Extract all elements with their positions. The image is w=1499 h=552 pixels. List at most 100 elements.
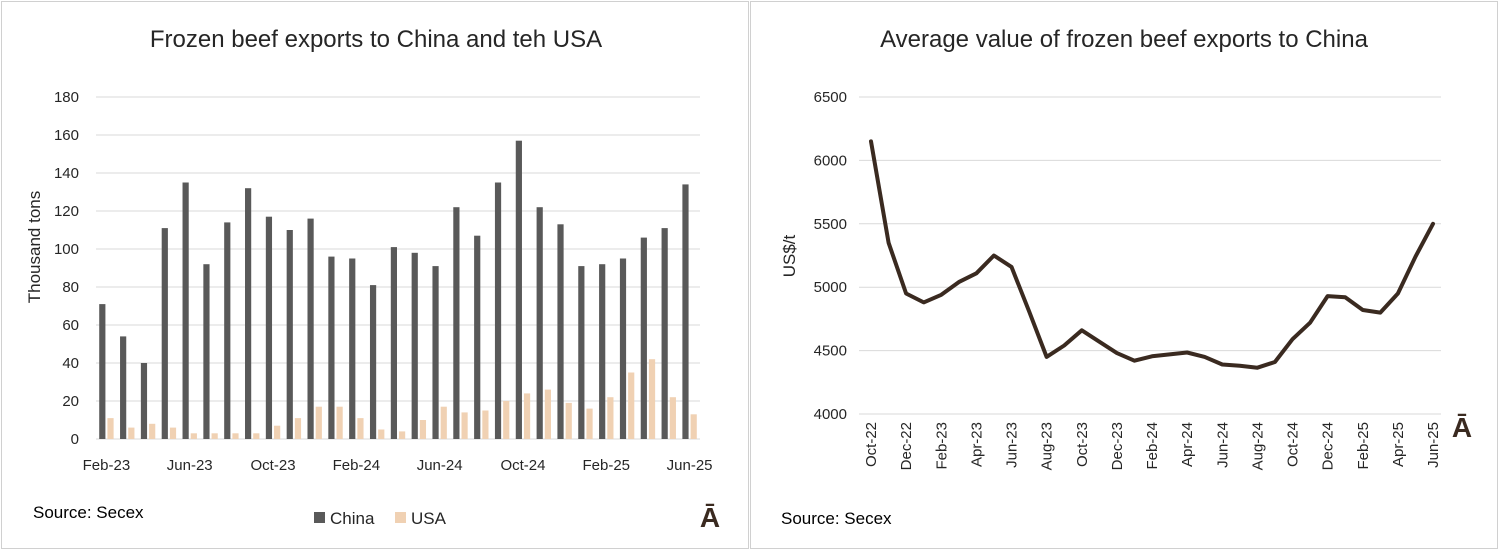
y-tick-label: 60 [62,317,79,334]
bar-usa-Sep-23 [253,433,260,439]
legend-swatch-china [314,512,325,523]
bar-chart-y-ticks: 0 20 40 60 80 100 120 140 160 180 [54,89,79,448]
line-series-china [869,139,1435,370]
bar-chart-source: Source: Secex [33,503,144,522]
x-tick-label: Dec-22 [898,422,915,470]
bar-chart-panel: Frozen beef exports to China and teh USA… [1,1,749,549]
legend-label-usa: USA [411,509,447,528]
x-tick-label: Feb-24 [333,457,381,474]
x-tick-label: Oct-22 [863,422,880,467]
line-chart-y-ticks: 4000 4500 5000 5500 6000 6500 [814,89,847,423]
bar-china-Feb-23 [99,304,106,439]
bar-usa-Mar-24 [378,429,385,439]
bar-china-May-24 [411,252,418,439]
x-tick-label: Oct-23 [251,457,296,474]
bar-usa-May-23 [169,427,177,439]
x-tick-label: Feb-24 [1144,422,1161,470]
x-tick-label: Feb-25 [1355,422,1372,470]
legend-label-china: China [330,509,375,528]
y-tick-label: 40 [62,355,79,372]
bar-china-Apr-24 [390,247,397,439]
line-chart-x-ticks: Oct-22 Dec-22 Feb-23 Apr-23 Jun-23 Aug-23 Oct-… [863,422,1442,470]
bar-usa-Oct-23 [274,425,281,439]
y-tick-label: 4000 [814,406,847,423]
bar-china-Feb-24 [349,258,356,439]
bar-china-Jul-23 [203,264,210,439]
legend-swatch-usa [395,512,406,523]
bar-usa-Feb-24 [357,418,364,439]
x-tick-label: Dec-23 [1109,422,1126,470]
y-tick-label: 160 [54,127,79,144]
bar-china-Oct-23 [265,216,273,439]
y-tick-label: 120 [54,203,79,220]
bar-china-Dec-23 [307,218,314,439]
bar-china-Apr-23 [140,363,148,439]
bar-usa-Aug-23 [232,433,239,439]
bar-china-Mar-23 [120,336,127,439]
x-tick-label: Jun-23 [167,457,213,474]
bar-usa-Mar-25 [628,372,635,439]
y-tick-label: 6000 [814,152,847,169]
bar-usa-Nov-24 [544,389,551,439]
x-tick-label: Apr-24 [1179,422,1196,467]
bar-china-Sep-23 [245,188,252,439]
bar-china-Mar-24 [369,285,377,439]
bar-usa-Oct-24 [523,393,531,439]
bar-usa-Jul-24 [461,412,468,439]
bar-usa-May-25 [669,397,676,439]
bar-china-Jun-25 [682,184,689,439]
bar-usa-Apr-23 [149,423,156,439]
bar-china-Oct-24 [515,140,522,439]
bar-usa-Sep-24 [503,401,510,439]
bar-china-Mar-25 [619,258,627,439]
y-tick-label: 20 [62,393,79,410]
bar-china-May-23 [161,228,168,439]
x-tick-label: Jun-23 [1004,422,1021,468]
x-tick-label: Aug-23 [1039,422,1056,470]
bar-usa-Jul-23 [211,433,218,439]
bar-usa-Aug-24 [482,410,489,439]
line-chart-y-axis-title: US$/t [780,234,799,277]
bar-chart-title: Frozen beef exports to China and teh USA [150,26,602,53]
bar-usa-Nov-23 [294,418,302,439]
bar-chart-y-axis-title: Thousand tons [25,191,44,303]
bar-china-Feb-25 [599,264,606,439]
bar-china-Aug-23 [224,222,231,439]
bar-usa-Feb-25 [607,397,614,439]
bar-china-May-25 [661,228,668,439]
x-tick-label: Jun-25 [1425,422,1442,468]
bar-usa-Dec-24 [565,402,572,439]
x-tick-label: Oct-24 [1285,422,1302,467]
y-tick-label: 4500 [814,343,847,360]
line-chart: Average value of frozen beef exports to … [780,26,1472,528]
bar-chart-bars [99,140,697,439]
bar-chart: Frozen beef exports to China and teh USA… [25,26,720,533]
y-tick-label: 80 [62,279,79,296]
bar-usa-Dec-23 [315,406,322,439]
bar-usa-Apr-25 [648,359,656,439]
line-chart-title: Average value of frozen beef exports to … [880,26,1369,53]
y-tick-label: 5500 [814,216,847,233]
bar-china-Apr-25 [640,237,647,439]
x-tick-label: Aug-24 [1249,422,1266,470]
bar-china-Dec-24 [557,224,564,439]
line-chart-gridlines [859,96,1441,415]
x-tick-label: Feb-25 [583,457,631,474]
x-tick-label: Dec-24 [1320,422,1337,470]
x-tick-label: Apr-23 [968,422,985,467]
x-tick-label: Jun-25 [667,457,713,474]
bar-usa-Jun-25 [690,414,697,439]
y-tick-label: 0 [71,431,79,448]
bar-china-Nov-23 [286,230,293,439]
x-tick-label: Feb-23 [933,422,950,470]
bar-china-Jan-25 [578,266,585,439]
bar-usa-Feb-23 [107,418,114,439]
bar-china-Aug-24 [474,235,481,439]
x-tick-label: Apr-25 [1390,422,1407,467]
x-tick-label: Oct-23 [1074,422,1091,467]
y-tick-label: 6500 [814,89,847,106]
x-tick-label: Jun-24 [417,457,463,474]
line-chart-series [869,139,1435,370]
bar-china-Sep-24 [494,182,502,439]
bar-usa-Jan-25 [586,408,593,439]
